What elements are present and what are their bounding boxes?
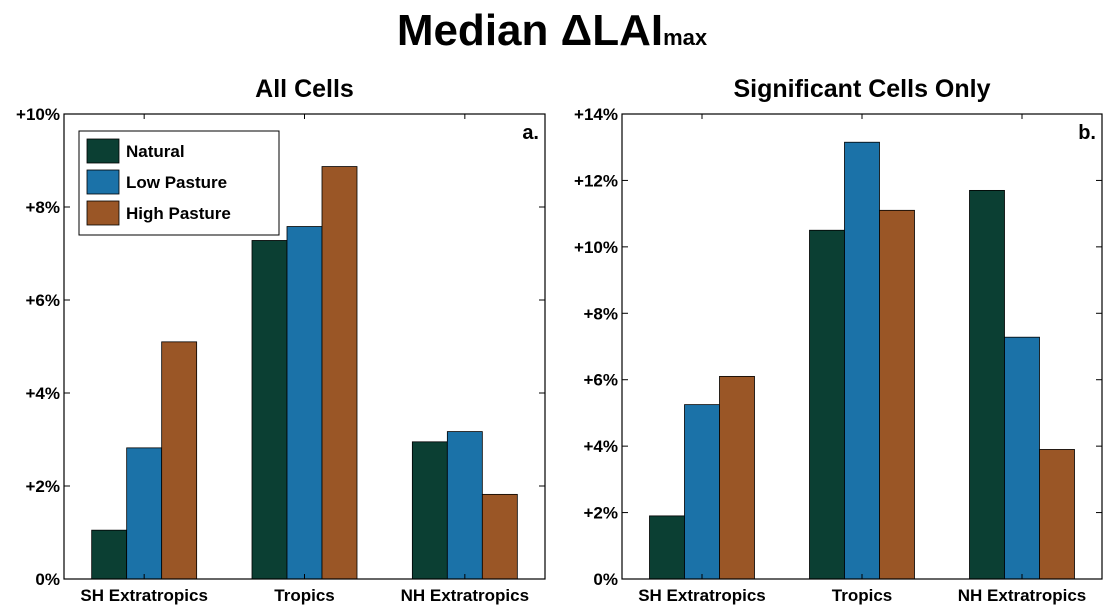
panel-a-bar-2-2: [286, 226, 323, 580]
panel-a-ytick-label: +10%: [16, 105, 60, 124]
panel-b-ytick-label: +4%: [584, 437, 619, 456]
panel-a-bar-2-3: [321, 166, 358, 580]
panel-a-axes-frame: [63, 113, 546, 580]
panel-b-bar-1-1: [649, 515, 685, 580]
panel-b-ytick-label: +14%: [574, 105, 618, 124]
figure-title-subscript: max: [663, 25, 708, 50]
panel-b-ytick-label: +10%: [574, 238, 618, 257]
panel-b-title: Significant Cells Only: [734, 75, 991, 103]
panel-a-ytick-label: +6%: [26, 291, 61, 310]
panel-b-bar-3-3: [1039, 449, 1075, 580]
panel-b-category-label: Tropics: [832, 586, 892, 605]
panel-b-bar-3-1: [969, 189, 1005, 580]
panel-b-category-label: SH Extratropics: [638, 586, 766, 605]
figure-title-main: Median ΔLAI: [396, 6, 664, 55]
panel-a-title: All Cells: [255, 75, 354, 103]
legend-swatch-3: [86, 200, 120, 226]
panel-a-ytick-label: 0%: [35, 570, 60, 589]
panel-b-bar-2-3: [879, 209, 915, 580]
panel-b-ytick-label: +8%: [584, 304, 619, 323]
panel-b-ytick-label: 0%: [593, 570, 618, 589]
panel-a-bar-3-1: [411, 441, 448, 580]
panel-a-bar-2-1: [251, 240, 288, 580]
panel-b-bar-1-2: [684, 404, 720, 580]
panel-a-bar-1-3: [161, 341, 198, 580]
panel-a-label: a.: [522, 122, 539, 144]
panel-a-bar-3-2: [446, 431, 483, 580]
panel-b-bar-1-3: [719, 375, 755, 580]
figure-title: Median ΔLAImax: [0, 6, 1104, 63]
panel-b-category-label: NH Extratropics: [958, 586, 1086, 605]
panel-b-label: b.: [1078, 122, 1096, 144]
panel-a-ytick-label: +8%: [26, 198, 61, 217]
panel-a-bar-1-2: [126, 447, 163, 580]
panel-a-ytick-label: +4%: [26, 384, 61, 403]
panel-b-bar-2-2: [844, 141, 880, 580]
panel-b-bar-2-1: [809, 229, 845, 580]
legend-label-1: Natural: [126, 142, 185, 161]
panel-a-category-label: SH Extratropics: [80, 586, 208, 605]
legend-label-3: High Pasture: [126, 204, 231, 223]
panel-b-axes-frame: [621, 113, 1103, 580]
panel-b-ytick-label: +6%: [584, 371, 619, 390]
legend-label-2: Low Pasture: [126, 173, 227, 192]
panel-b-ytick-label: +12%: [574, 171, 618, 190]
panel-b-bar-3-2: [1004, 336, 1040, 580]
panel-a-category-label: NH Extratropics: [401, 586, 529, 605]
panel-a-bar-3-3: [481, 493, 518, 580]
panel-a-category-label: Tropics: [274, 586, 334, 605]
panel-b-ytick-label: +2%: [584, 504, 619, 523]
panel-a-bar-1-1: [91, 529, 128, 580]
panel-a-ytick-label: +2%: [26, 477, 61, 496]
legend-swatch-2: [86, 169, 120, 195]
legend-swatch-1: [86, 138, 120, 164]
